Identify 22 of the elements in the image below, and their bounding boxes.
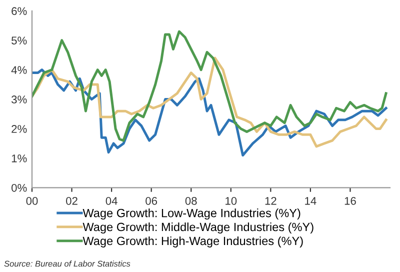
y-tick-label: 0%	[12, 184, 27, 192]
x-tick-label: 06	[146, 197, 158, 205]
y-tick-label: 4%	[11, 66, 27, 74]
y-tick-label: 1%	[12, 154, 27, 162]
x-tick-label: 12	[265, 197, 276, 205]
legend-label: Wage Growth: Middle-Wage Industries (%Y)	[82, 222, 314, 234]
y-tick-label: 3%	[12, 96, 27, 104]
x-tick-label: 08	[185, 197, 197, 205]
x-tick-label: 00	[26, 197, 38, 205]
y-tick-label: 6%	[12, 7, 27, 16]
x-tick-label: 04	[106, 197, 118, 205]
x-tick-label: 10	[226, 197, 237, 205]
source-note: Source: Bureau of Labor Statistics	[4, 260, 130, 267]
x-tick-label: 14	[305, 197, 316, 205]
line-series	[32, 30, 388, 142]
x-tick-label: 02	[66, 197, 78, 205]
y-tick-label: 5%	[12, 36, 27, 44]
legend-label: Wage Growth: Low-Wage Industries (%Y)	[82, 208, 300, 220]
line-series	[32, 56, 388, 148]
x-tick-label: 16	[344, 197, 356, 205]
y-tick-label: 2%	[12, 125, 27, 133]
legend-label: Wage Growth: High-Wage Industries (%Y)	[82, 236, 303, 248]
